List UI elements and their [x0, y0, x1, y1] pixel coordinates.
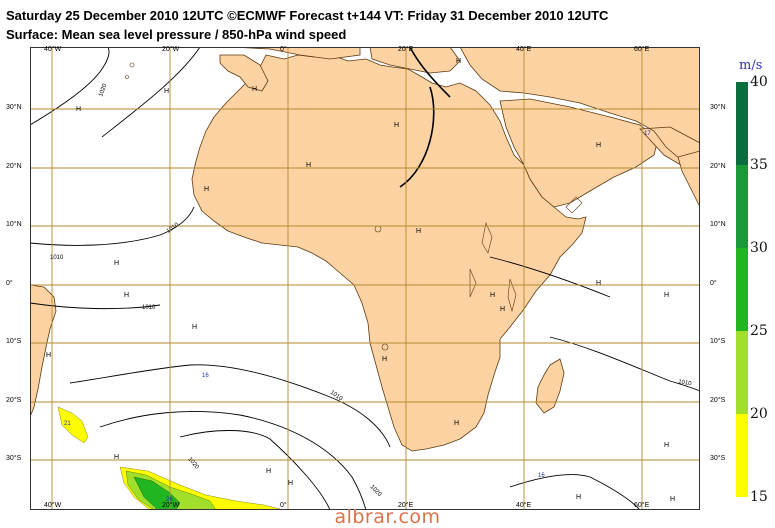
- high-center-marker: H: [500, 306, 505, 313]
- map-panel: 1020 1010 1010 1010 1010 1010 1020 1020 …: [6, 46, 726, 510]
- high-center-marker: H: [46, 352, 51, 359]
- wind-band-15-20-west: [57, 406, 89, 444]
- high-center-marker: H: [288, 480, 293, 487]
- colorbar-tick-label: 30: [750, 240, 768, 256]
- colorbar-tick-label: 20: [750, 406, 768, 422]
- high-center-marker: H: [670, 496, 675, 503]
- high-center-marker: H: [382, 356, 387, 363]
- arabia-landmass: [499, 98, 659, 208]
- latitude-label: 10°S: [710, 338, 726, 345]
- map-frame: [30, 47, 700, 510]
- high-center-marker: H: [114, 260, 119, 267]
- latitude-label: 10°N: [6, 221, 22, 228]
- high-center-marker: H: [456, 58, 461, 65]
- isobar-label: 1010: [50, 255, 64, 261]
- coast-details: [125, 62, 583, 351]
- longitude-label: 40°E: [516, 46, 532, 53]
- site-watermark: albrar.com: [334, 506, 441, 528]
- colorbar-tick-label: 40: [750, 74, 768, 90]
- high-center-marker: H: [490, 292, 495, 299]
- latitude-label: 10°S: [6, 338, 22, 345]
- wind-label: 26: [166, 497, 173, 503]
- wind-label: 16: [202, 373, 209, 379]
- high-center-marker: H: [596, 142, 601, 149]
- high-center-marker: H: [164, 88, 169, 95]
- high-pressure-centers: H H H H H H H H H H H H H H H H H H H H …: [46, 58, 675, 503]
- longitude-label: 20°E: [398, 502, 414, 509]
- wind-label: 17: [644, 131, 651, 137]
- longitude-label: 40°W: [44, 502, 62, 509]
- europe-landmass: [219, 47, 461, 92]
- longitude-label: 40°W: [44, 46, 62, 53]
- africa-landmass: [191, 52, 587, 452]
- high-center-marker: H: [124, 292, 129, 299]
- wind-band-25-30: [133, 476, 181, 510]
- graticule: [30, 47, 700, 510]
- longitude-label: 0°: [280, 502, 287, 509]
- high-center-marker: H: [192, 324, 197, 331]
- high-center-marker: H: [576, 494, 581, 501]
- high-center-marker: H: [416, 228, 421, 235]
- high-center-marker: H: [664, 442, 669, 449]
- high-center-marker: H: [204, 186, 209, 193]
- weather-map: 1020 1010 1010 1010 1010 1010 1020 1020 …: [30, 47, 700, 510]
- legend-unit: m/s: [739, 58, 763, 73]
- chart-title-line-1: Saturday 25 December 2010 12UTC ©ECMWF F…: [6, 8, 609, 23]
- high-center-marker: H: [266, 468, 271, 475]
- high-center-marker: H: [394, 122, 399, 129]
- high-center-marker: H: [306, 162, 311, 169]
- longitude-label: 20°W: [162, 502, 180, 509]
- india-landmass: [677, 150, 700, 208]
- latitude-label: 30°S: [710, 455, 726, 462]
- longitude-label: 60°E: [634, 502, 650, 509]
- high-center-marker: H: [596, 280, 601, 287]
- south-america-landmass: [30, 284, 57, 418]
- latitude-label: 20°S: [6, 397, 22, 404]
- isobar-label: 1010: [678, 379, 693, 387]
- colorbar-band: [736, 165, 748, 248]
- longitude-label: 20°W: [162, 46, 180, 53]
- colorbar-tick-label: 25: [750, 323, 768, 339]
- madagascar-landmass: [535, 358, 565, 414]
- high-center-marker: H: [454, 420, 459, 427]
- longitude-label: 40°E: [516, 502, 532, 509]
- latitude-label: 20°N: [710, 163, 726, 170]
- latitude-label: 0°: [710, 280, 717, 287]
- wind-speed-shading: [57, 406, 285, 510]
- high-center-marker: H: [76, 106, 81, 113]
- colorbar-band: [736, 82, 748, 165]
- latitude-label: 0°: [6, 280, 13, 287]
- colorbar-band: [736, 248, 748, 331]
- wind-label: 16: [538, 473, 545, 479]
- latitude-label: 20°N: [6, 163, 22, 170]
- colorbar-band: [736, 331, 748, 414]
- high-center-marker: H: [664, 292, 669, 299]
- latitude-label: 30°N: [6, 104, 22, 111]
- longitude-label: 20°E: [398, 46, 414, 53]
- wind-label: 21: [64, 421, 71, 427]
- high-center-marker: H: [252, 86, 257, 93]
- colorbar-band: [736, 414, 748, 497]
- latitude-label: 30°N: [710, 104, 726, 111]
- high-center-marker: H: [114, 454, 119, 461]
- wind-speed-colorbar: [736, 82, 748, 497]
- colorbar-tick-label: 15: [750, 489, 768, 505]
- latitude-label: 10°N: [710, 221, 726, 228]
- colorbar-tick-label: 35: [750, 157, 768, 173]
- isobars: [30, 47, 700, 510]
- longitude-label: 60°E: [634, 46, 650, 53]
- longitude-label: 0°: [280, 46, 287, 53]
- chart-title-line-2: Surface: Mean sea level pressure / 850-h…: [6, 27, 347, 42]
- latitude-label: 30°S: [6, 455, 22, 462]
- land-layer: [30, 47, 700, 452]
- isobar-label: 1020: [98, 82, 108, 97]
- isobar-label: 1010: [142, 305, 156, 311]
- latitude-label: 20°S: [710, 397, 726, 404]
